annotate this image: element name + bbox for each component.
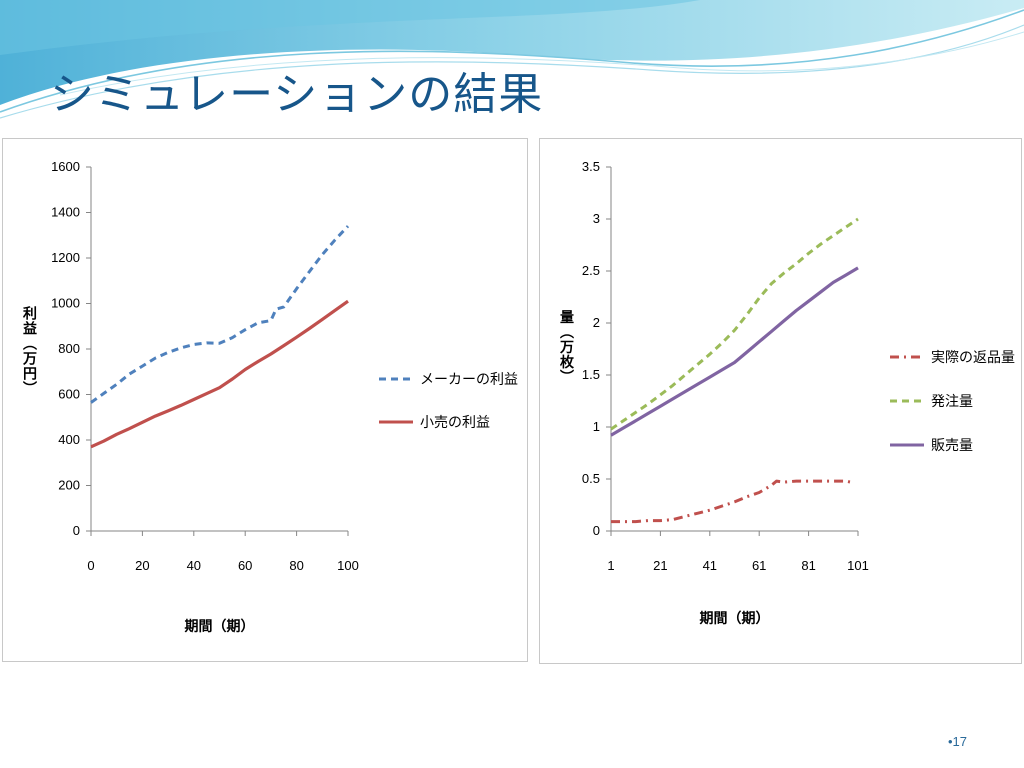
legend-label: メーカーの利益 <box>420 372 518 388</box>
x-tick-label: 100 <box>337 558 359 573</box>
y-tick-label: 3 <box>593 211 600 226</box>
y-tick-label: 1200 <box>51 250 80 265</box>
series-line-0-0 <box>90 225 350 404</box>
x-tick-label: 60 <box>238 558 252 573</box>
y-tick-label: 1400 <box>51 205 80 220</box>
legend-label: 発注量 <box>931 394 973 410</box>
series-line-1-2 <box>610 266 859 437</box>
profit-chart: 0 200 400 600 800 1000 1200 1400 1600 0 20 40 60 80 10… <box>21 159 518 635</box>
quantity-chart-panel: 0 0.5 1 1.5 2 2.5 3 3.5 1 21 41 61 81 101 期間（期） 量（万枚） 実際… <box>539 138 1022 664</box>
x-tick-label: 0 <box>87 558 94 573</box>
x-tick-label: 21 <box>653 558 667 573</box>
y-tick-label: 1600 <box>51 159 80 174</box>
x-axis-title: 期間（期） <box>700 611 770 627</box>
slide-title: シミュレーションの結果 <box>50 69 544 120</box>
y-axis-title: 量（万枚） <box>558 310 575 385</box>
series-line-1-0 <box>611 479 851 524</box>
quantity-chart: 0 0.5 1 1.5 2 2.5 3 3.5 1 21 41 61 81 101 期間（期） 量（万枚） 実際… <box>558 159 1015 627</box>
y-tick-label: 1.5 <box>582 367 600 382</box>
y-tick-label: 2 <box>593 315 600 330</box>
header-wave-banner <box>0 0 1024 119</box>
page-number: •17 <box>948 734 968 749</box>
legend-label: 小売の利益 <box>420 415 490 431</box>
x-axis-title: 期間（期） <box>185 619 255 635</box>
y-tick-label: 0 <box>73 523 80 538</box>
y-tick-label: 0.5 <box>582 471 600 486</box>
y-tick-label: 0 <box>593 523 600 538</box>
series-line-0-1 <box>90 299 349 449</box>
profit-chart-panel: 0 200 400 600 800 1000 1200 1400 1600 0 20 40 60 80 10… <box>2 138 528 662</box>
x-tick-label: 41 <box>703 558 717 573</box>
y-tick-label: 1 <box>593 419 600 434</box>
x-tick-label: 81 <box>801 558 815 573</box>
y-tick-label: 800 <box>58 341 80 356</box>
x-tick-label: 101 <box>847 558 869 573</box>
x-tick-label: 1 <box>607 558 614 573</box>
legend-label: 実際の返品量 <box>931 350 1015 366</box>
series-line-1-1 <box>610 217 859 431</box>
y-tick-label: 1000 <box>51 296 80 311</box>
y-tick-label: 600 <box>58 387 80 402</box>
y-tick-label: 3.5 <box>582 159 600 174</box>
legend-label: 販売量 <box>931 438 973 454</box>
x-tick-label: 61 <box>752 558 766 573</box>
x-tick-label: 20 <box>135 558 149 573</box>
y-tick-label: 2.5 <box>582 263 600 278</box>
x-tick-label: 80 <box>289 558 303 573</box>
x-tick-label: 40 <box>187 558 201 573</box>
y-axis-title: 利益（万円） <box>21 305 38 396</box>
y-tick-label: 200 <box>58 478 80 493</box>
y-tick-label: 400 <box>58 432 80 447</box>
